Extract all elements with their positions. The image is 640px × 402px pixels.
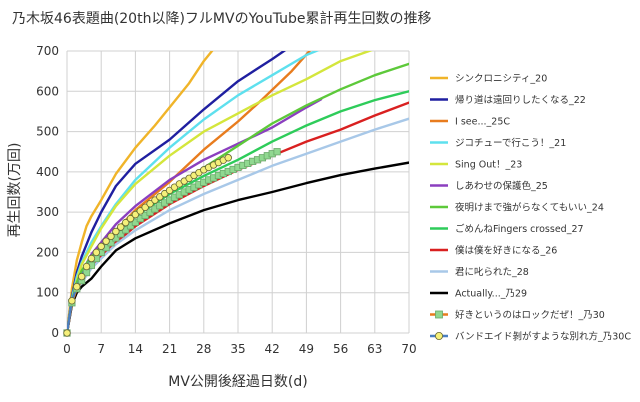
series-point-circle [146,199,154,208]
legend-item: 夜明けまで強がらなくてもいい_24 [430,202,604,214]
legend-item: Actually..._乃29 [430,289,527,300]
legend-item: シンクロニシティ_20 [430,74,547,85]
grid [66,50,410,334]
legend-item: バンドエイド剝がすような別れ方_乃30C [430,331,631,343]
x-tick-label: 14 [128,342,143,356]
legend-item: 僕は僕を好きになる_26 [430,245,557,257]
series-point-circle [126,214,135,223]
x-tick-label: 21 [162,342,177,356]
series-point-circle [131,210,140,219]
series-point-circle [112,227,120,236]
x-tick-label: 7 [97,342,105,356]
legend-label: Sing Out！_23 [455,160,522,171]
series-line-6 [67,98,323,333]
y-tick-label: 200 [36,245,59,259]
y-axis-label: 再生回数(万回) [7,143,23,238]
legend-item: 帰り道は遠回りしたくなる_22 [430,94,586,106]
y-tick-label: 600 [36,84,59,98]
legend-label: しあわせの保護色_25 [455,180,548,192]
y-tick-label: 400 [36,165,59,179]
series-point-circle [224,154,232,162]
y-tick-label: 300 [36,205,59,219]
x-tick-label: 49 [299,342,314,356]
legend-label: 僕は僕を好きになる_26 [455,245,557,257]
x-tick-label: 63 [367,342,382,356]
y-tick-label: 100 [36,286,59,300]
x-tick-label: 42 [265,342,280,356]
series-point-circle [102,237,110,245]
legend-label: Actually..._乃29 [455,289,527,300]
x-axis-label: MV公開後経過日数(d) [168,374,307,390]
x-tick-label: 70 [401,342,416,356]
y-tick-label: 500 [36,125,59,139]
legend-label: 帰り道は遠回りしたくなる_22 [455,94,586,106]
series-point-circle [97,242,105,251]
legend-swatch-marker [435,310,443,319]
series-point-square [273,148,281,156]
series-point-circle [117,223,125,231]
series-point-circle [63,329,71,337]
series-line-1 [67,51,214,333]
legend-label: バンドエイド剝がすような別れ方_乃30C [455,331,631,343]
series-point-circle [107,232,115,241]
legend-item: I see..._25C [430,117,510,128]
series-line-2 [67,51,287,333]
y-tick-label: 0 [51,326,59,340]
legend-label: シンクロニシティ_20 [455,74,547,85]
legend-label: 夜明けまで強がらなくてもいい_24 [455,202,604,214]
legend-item: 君に叱られた_28 [430,267,529,278]
legend-label: ごめんねFingers crossed_27 [455,223,584,235]
y-tick-label: 700 [36,44,59,58]
legend-label: 君に叱られた_28 [455,267,529,278]
series-markers [63,148,281,337]
series-point-circle [77,272,86,281]
series-point-circle [141,203,149,212]
chart-title: 乃木坂46表題曲(20th以降)フルMVのYouTube累計再生回数の推移 [12,11,432,27]
series-point-circle [82,262,91,271]
x-tick-label: 0 [63,342,71,356]
legend-label: I see..._25C [455,117,510,128]
series-point-circle [136,207,144,215]
legend-label: ジコチューで行こう！_21 [455,137,566,149]
series-point-square [131,218,139,226]
legend-item: ごめんねFingers crossed_27 [430,223,584,235]
series-point-circle [87,254,96,263]
legend-swatch-marker [434,331,443,340]
legend-item: Sing Out！_23 [430,160,522,171]
legend-label: 好きというのはロックだぜ！_乃30 [455,309,605,321]
x-tick-label: 28 [196,342,211,356]
legend: シンクロニシティ_20 帰り道は遠回りしたくなる_22 I see..._25C ジコ… [430,74,631,343]
series-point-circle [121,218,130,227]
x-tick-label: 35 [230,342,245,356]
legend-item: ジコチューで行こう！_21 [430,137,566,149]
series-point-circle [68,297,76,305]
legend-item: しあわせの保護色_25 [430,180,548,192]
legend-item: 好きというのはロックだぜ！_乃30 [430,309,605,321]
x-tick-label: 56 [333,342,348,356]
axis-ticks: 0 7 14 21 28 35 42 49 56 63 7001002003004005006007… [36,44,417,356]
series-point-circle [92,248,101,257]
series-point-circle [73,282,81,291]
